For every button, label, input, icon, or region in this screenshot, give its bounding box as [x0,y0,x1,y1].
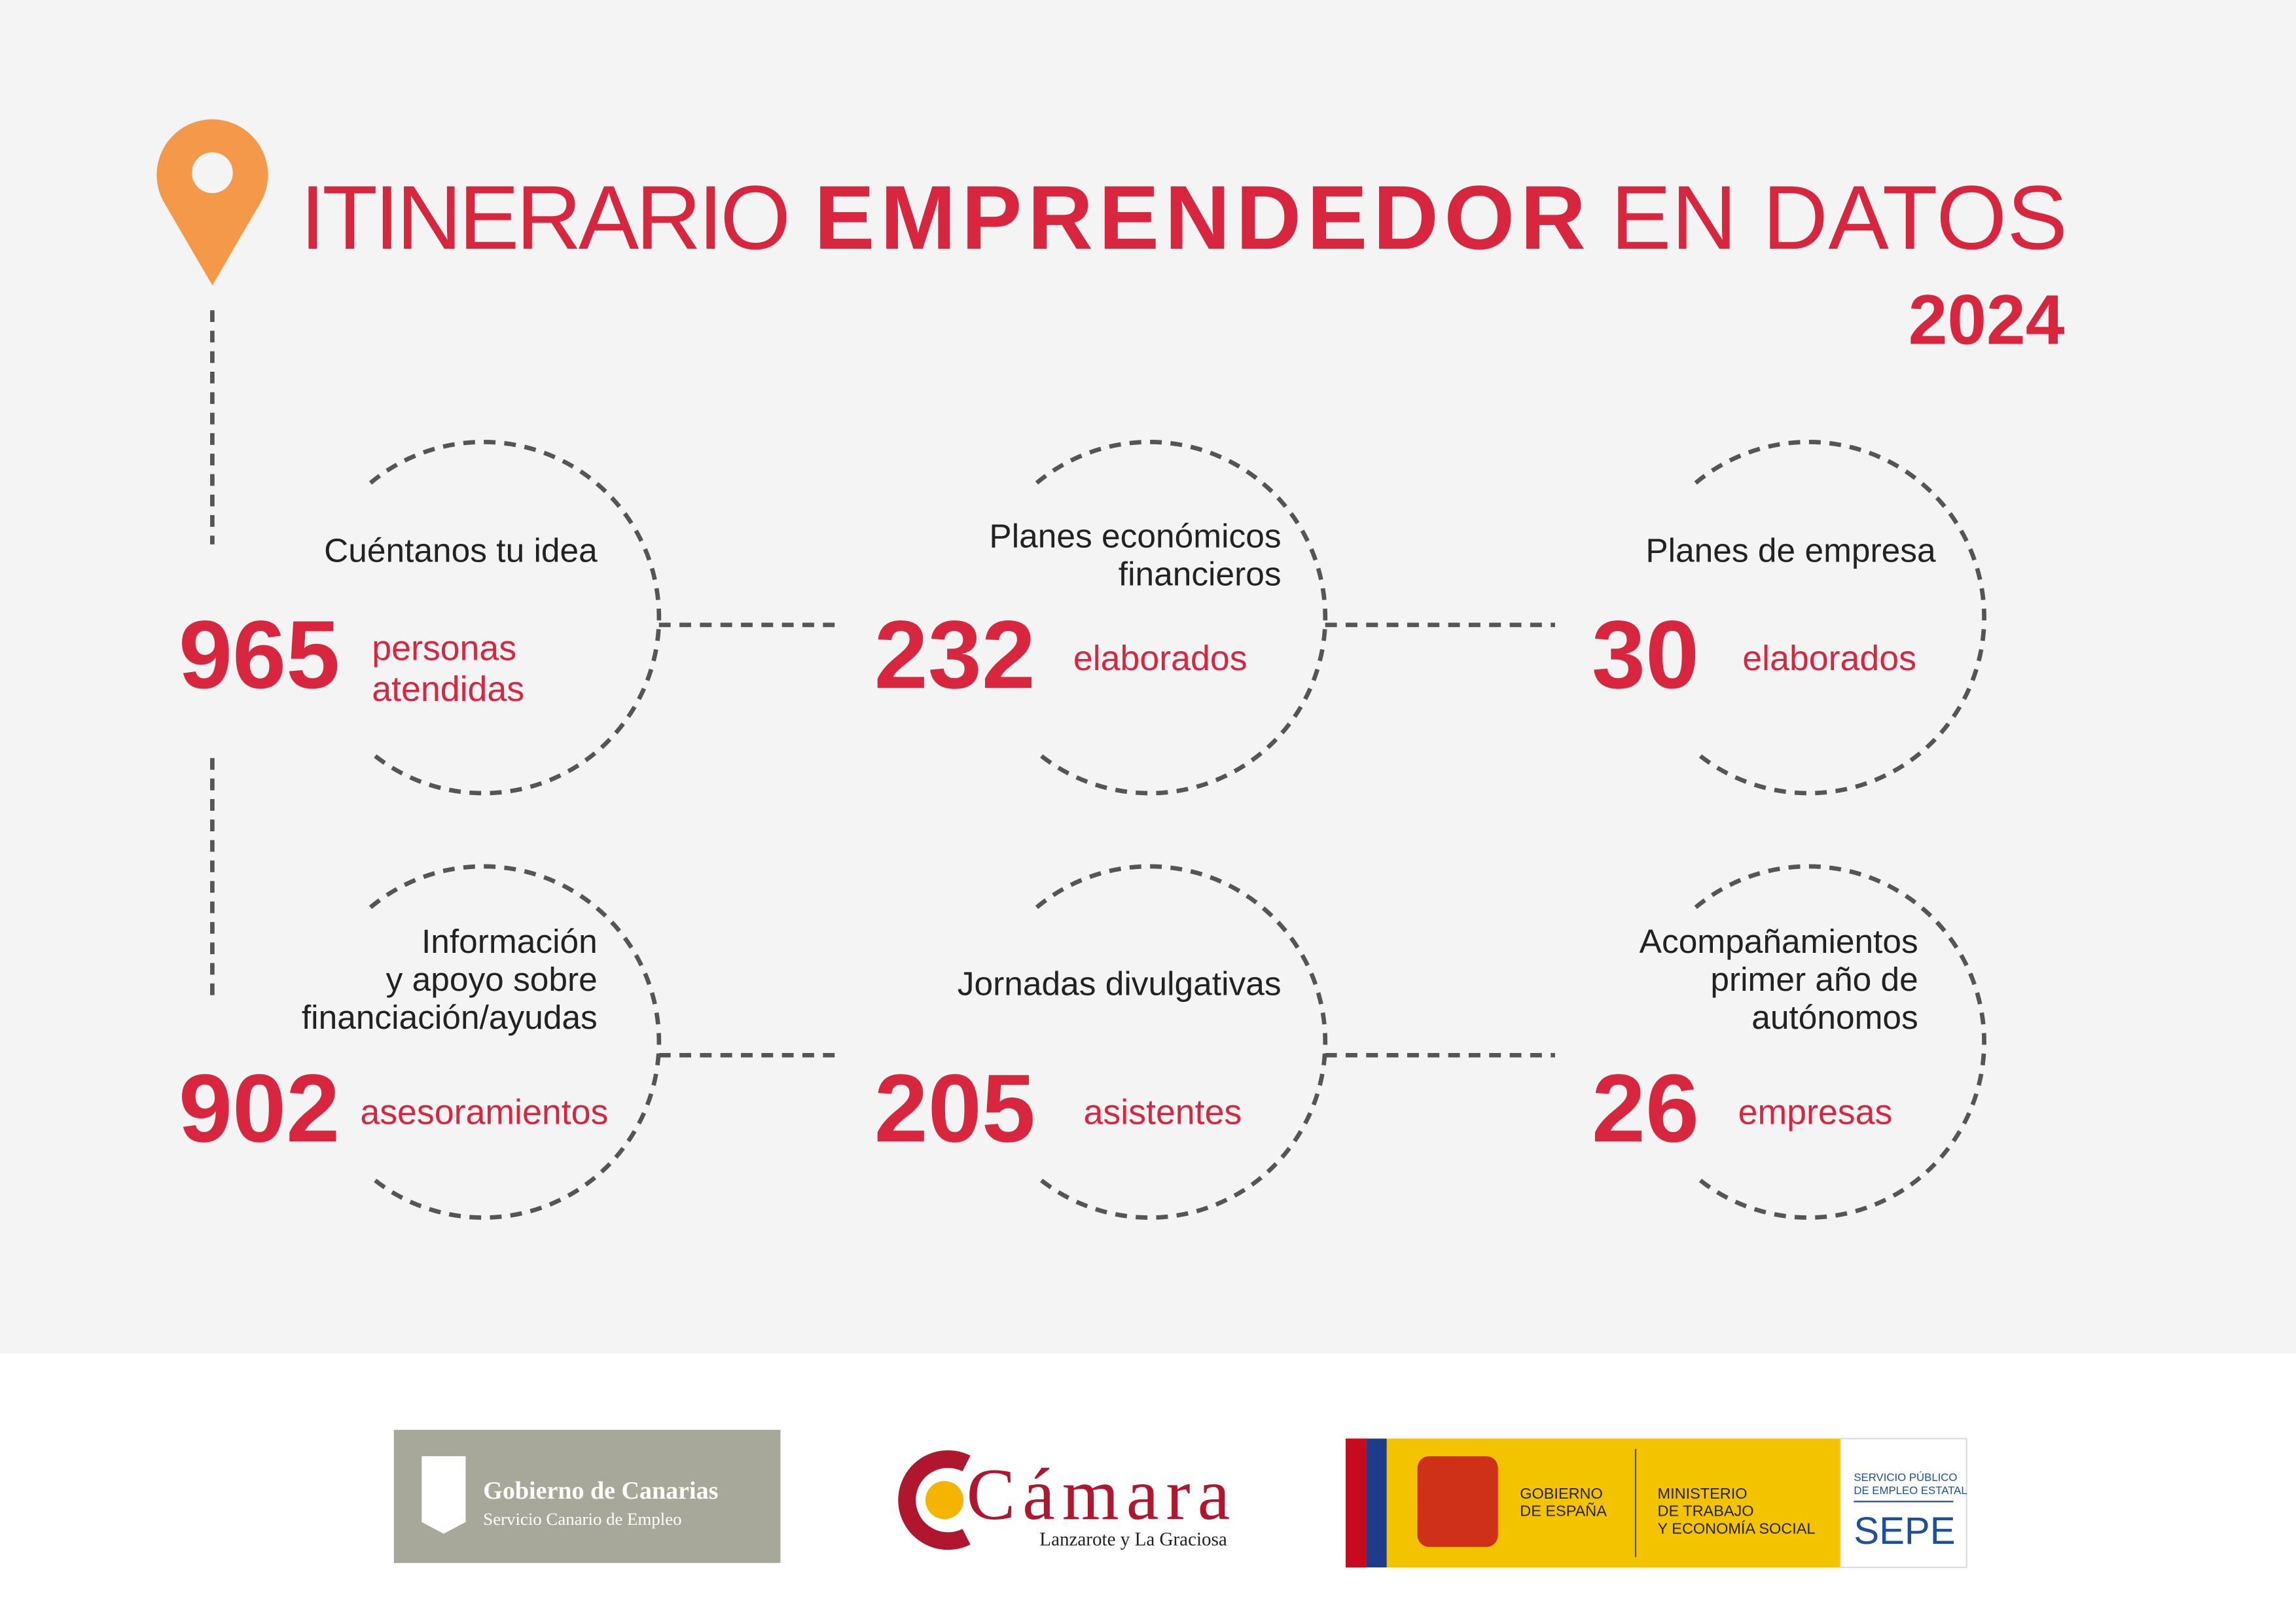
item-number: 965 [179,601,340,709]
min-text: MINISTERIO DE TRABAJO Y ECONOMÍA SOCIAL [1658,1485,1816,1537]
item-label: Planes económicos financieros [989,516,1281,592]
title-prefix: ITINERARIO [300,167,791,268]
camara-dot [925,1481,964,1520]
item-label: Información y apoyo sobre financiación/ayu… [302,922,598,1036]
item-unit: personas atendidas [372,629,524,709]
title-suffix: EN DATOS [1611,167,2068,268]
text-line: Y ECONOMÍA SOCIAL [1658,1520,1816,1537]
item-label: Planes de empresa [1645,531,1936,569]
flag-stripe [1346,1438,1367,1568]
dashed-circle [368,864,662,1220]
text-line: DE TRABAJO [1658,1503,1754,1520]
dashed-circle [1035,440,1328,796]
sepe-text: SEPE [1854,1510,1955,1552]
item-unit: empresas [1738,1092,1893,1132]
text-line: DE ESPAÑA [1520,1503,1607,1520]
sepe-box [1840,1438,1967,1569]
item-number: 232 [874,601,1035,709]
label-line: Cuéntanos tu idea [324,531,598,569]
label-line: Acompañamientos [1640,922,1918,960]
gov-text: GOBIERNO DE ESPAÑA [1520,1485,1607,1520]
label-line: y apoyo sobre [386,960,598,998]
unit-line: empresas [1738,1092,1893,1132]
eu-stripe [1366,1438,1387,1568]
label-line: financieros [1119,555,1282,593]
pin-icon [156,119,268,286]
item-unit: elaborados [1742,639,1916,678]
logo-camara: Cámara Lanzarote y La Graciosa [898,1450,1230,1550]
item-unit: elaborados [1073,639,1247,678]
item-label: Cuéntanos tu idea [324,531,598,569]
label-line: Planes de empresa [1645,531,1936,569]
title-bold: EMPRENDEDOR [814,167,1586,268]
label-line: autónomos [1751,998,1918,1036]
logo-subtext: Lanzarote y La Graciosa [1039,1529,1227,1550]
item-number: 902 [179,1054,340,1162]
logo-subtext: Servicio Canario de Empleo [483,1509,681,1529]
dashed-circle [1694,440,1986,796]
unit-line: elaborados [1073,639,1247,678]
text-line: GOBIERNO [1520,1485,1603,1502]
item-label: Acompañamientos primer año de autónomos [1640,922,1918,1036]
item-unit: asesoramientos [360,1092,608,1132]
item-number: 26 [1592,1054,1699,1162]
item-number: 205 [874,1054,1035,1162]
camara-c [898,1450,971,1550]
sepe-sub: SERVICIO PÚBLICO DE EMPLEO ESTATAL [1854,1471,1967,1497]
label-line: Planes económicos [989,516,1281,554]
dashed-circle [1694,864,1986,1220]
text-line: SERVICIO PÚBLICO [1854,1471,1957,1484]
logo-ministerio: GOBIERNO DE ESPAÑA MINISTERIO DE TRABAJO Y … [1346,1438,1967,1569]
item-number: 30 [1592,601,1699,709]
unit-line: asistentes [1084,1092,1242,1132]
item-label: Jornadas divulgativas [958,965,1282,1003]
logo-text: Gobierno de Canarias [483,1477,718,1505]
coat-of-arms [1417,1456,1498,1547]
unit-line: asesoramientos [360,1092,608,1132]
logo-text: Cámara [967,1454,1230,1535]
logo-gobierno: Gobierno de Canarias Servicio Canario de… [393,1429,781,1563]
label-line: Información [422,922,598,960]
pin-hole [192,152,233,194]
unit-line: atendidas [372,669,524,709]
label-line: Jornadas divulgativas [958,965,1282,1003]
label-line: primer año de [1710,960,1918,998]
year: 2024 [1909,281,2065,359]
text-line: DE EMPLEO ESTATAL [1854,1484,1967,1497]
items: Cuéntanos tu idea 965 personas atendidas Pla… [179,440,1986,1220]
background [0,0,2296,1354]
dashed-circle [1035,864,1328,1220]
item-unit: asistentes [1084,1092,1242,1132]
dashed-circle [368,440,662,796]
unit-line: elaborados [1742,639,1916,678]
label-line: financiación/ayudas [302,998,598,1036]
unit-line: personas [372,629,516,668]
shield [422,1456,466,1534]
text-line: MINISTERIO [1658,1485,1748,1502]
